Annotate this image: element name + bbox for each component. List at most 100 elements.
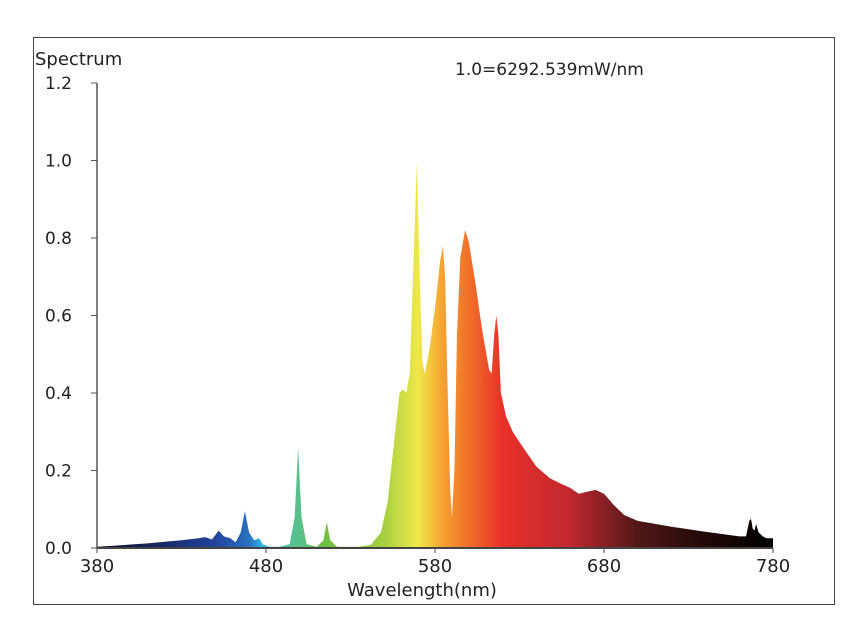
data-point <box>394 439 396 441</box>
data-point <box>258 538 260 540</box>
data-point <box>750 518 752 520</box>
data-point <box>181 539 183 541</box>
data-point <box>130 544 132 546</box>
data-point <box>758 532 760 534</box>
data-point <box>475 284 477 286</box>
data-point <box>762 536 764 538</box>
data-point <box>442 245 444 247</box>
data-point <box>468 241 470 243</box>
data-point <box>613 505 615 507</box>
data-point <box>451 516 453 518</box>
data-point <box>244 510 246 512</box>
x-tick-label: 480 <box>249 556 283 577</box>
data-point <box>522 446 524 448</box>
data-point <box>399 392 401 394</box>
data-point <box>460 257 462 259</box>
y-tick-label: 0.2 <box>45 462 72 482</box>
data-point <box>218 530 220 532</box>
data-point <box>409 373 411 375</box>
data-point <box>326 521 328 523</box>
data-point <box>387 501 389 503</box>
data-point <box>749 520 751 522</box>
data-point <box>738 536 740 538</box>
y-tick-label: 0.8 <box>45 229 72 249</box>
y-tick-label: 0.4 <box>45 384 72 404</box>
data-point <box>449 489 451 491</box>
data-point <box>306 543 308 545</box>
data-point <box>569 487 571 489</box>
data-point <box>230 538 232 540</box>
data-point <box>370 544 372 546</box>
data-point <box>211 539 213 541</box>
data-point <box>422 361 424 363</box>
data-point <box>329 539 331 541</box>
data-point <box>416 160 418 162</box>
data-point <box>772 538 774 540</box>
chart-frame <box>33 37 835 605</box>
data-point <box>248 532 250 534</box>
data-point <box>505 415 507 417</box>
data-point <box>752 528 754 530</box>
data-point <box>235 541 237 543</box>
data-point <box>482 330 484 332</box>
data-point <box>147 543 149 545</box>
data-point <box>549 477 551 479</box>
y-tick-label: 1.2 <box>45 74 72 94</box>
data-point <box>323 539 325 541</box>
data-point <box>586 491 588 493</box>
data-point <box>705 531 707 533</box>
data-point <box>434 307 436 309</box>
data-point <box>204 536 206 538</box>
data-point <box>419 276 421 278</box>
data-point <box>454 470 456 472</box>
data-point <box>595 489 597 491</box>
data-point <box>456 334 458 336</box>
data-point <box>289 543 291 545</box>
data-point <box>498 334 500 336</box>
y-tick-label: 1.0 <box>45 152 72 172</box>
data-point <box>561 483 563 485</box>
data-point <box>493 334 495 336</box>
data-point <box>412 276 414 278</box>
data-point <box>198 538 200 540</box>
data-point <box>301 516 303 518</box>
data-point <box>444 276 446 278</box>
data-point <box>113 545 115 547</box>
data-point <box>464 229 466 231</box>
data-point <box>603 493 605 495</box>
x-tick-label: 680 <box>587 556 621 577</box>
data-point <box>765 538 767 540</box>
data-point <box>754 530 756 532</box>
y-tick-label: 0.0 <box>45 539 72 559</box>
data-point <box>500 392 502 394</box>
data-point <box>637 520 639 522</box>
data-point <box>755 523 757 525</box>
x-axis-label: Wavelength(nm) <box>347 580 497 601</box>
y-tick-label: 0.6 <box>45 307 72 327</box>
data-point <box>405 392 407 394</box>
data-point <box>447 392 449 394</box>
data-point <box>297 446 299 448</box>
data-point <box>488 369 490 371</box>
x-tick-label: 380 <box>80 556 114 577</box>
data-point <box>536 466 538 468</box>
data-point <box>623 514 625 516</box>
data-point <box>294 516 296 518</box>
data-point <box>578 493 580 495</box>
chart-title: Spectrum <box>35 49 122 70</box>
data-point <box>164 541 166 543</box>
data-point <box>380 532 382 534</box>
x-tick-label: 780 <box>756 556 790 577</box>
data-point <box>671 526 673 528</box>
data-point <box>439 260 441 262</box>
data-point <box>223 536 225 538</box>
data-point <box>402 388 404 390</box>
data-point <box>424 373 426 375</box>
data-point <box>496 315 498 317</box>
spectrum-area <box>97 160 773 548</box>
data-point <box>512 431 514 433</box>
x-tick-label: 580 <box>418 556 452 577</box>
data-point <box>429 346 431 348</box>
data-point <box>240 532 242 534</box>
